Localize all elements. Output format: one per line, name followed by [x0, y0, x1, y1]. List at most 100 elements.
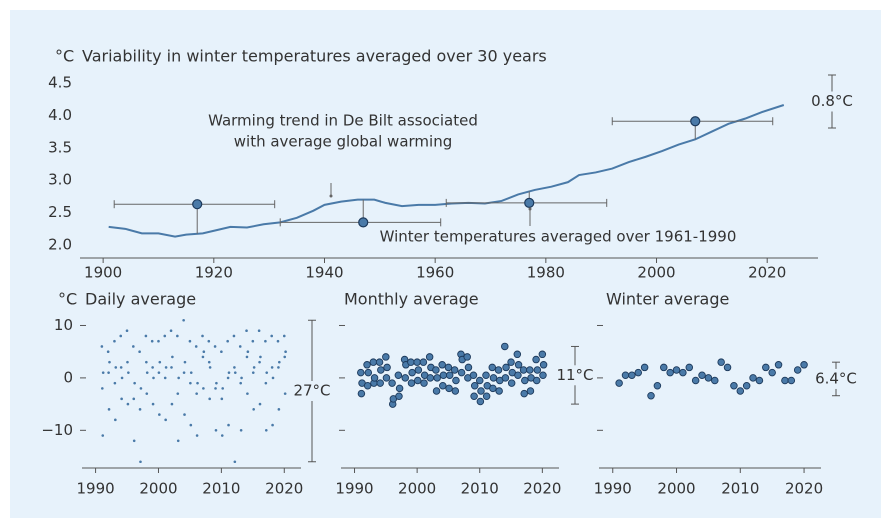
data-point: [666, 368, 674, 377]
panel-title: Daily average: [85, 290, 196, 309]
data-point: [730, 382, 738, 390]
data-point: [145, 360, 148, 364]
data-point: [232, 334, 236, 338]
data-point: [282, 334, 286, 338]
data-point: [251, 339, 255, 343]
x-tick-label: 2010: [202, 480, 240, 498]
panel-title: Winter average: [606, 290, 729, 309]
data-point: [195, 434, 199, 437]
data-point: [276, 339, 280, 343]
x-tick-label: 1990: [594, 480, 632, 498]
y-unit: °C: [58, 290, 77, 309]
data-point: [475, 376, 484, 385]
data-point: [514, 361, 523, 369]
range-label-bg: [809, 91, 855, 112]
data-point: [189, 371, 193, 374]
data-point: [101, 371, 105, 374]
data-point: [749, 374, 757, 382]
data-point: [270, 366, 274, 369]
data-point: [246, 350, 250, 353]
x-tick-label: 1940: [305, 264, 343, 282]
data-point: [278, 360, 281, 364]
data-point: [120, 397, 123, 401]
data-point: [207, 339, 211, 343]
data-point: [182, 371, 186, 374]
data-point: [615, 379, 623, 387]
data-point: [482, 371, 490, 380]
data-point: [215, 381, 218, 385]
data-point: [495, 387, 503, 395]
x-tick-label: 2010: [721, 480, 759, 498]
data-point: [685, 363, 694, 372]
data-point: [126, 360, 129, 364]
period-mean: [524, 197, 535, 208]
data-point: [723, 363, 732, 372]
data-point: [106, 350, 110, 353]
data-point: [672, 366, 681, 374]
data-point: [494, 366, 503, 374]
range-label-bg: [554, 365, 596, 386]
data-point: [375, 358, 384, 366]
data-point: [183, 413, 186, 416]
data-point: [781, 376, 789, 385]
annotation: Winter temperatures averaged over 1961-1…: [380, 228, 737, 246]
data-point: [277, 366, 280, 369]
data-point: [383, 363, 391, 372]
data-point: [539, 371, 547, 380]
data-point: [470, 382, 479, 390]
x-tick-label: 2020: [748, 264, 786, 282]
data-point: [220, 434, 224, 437]
data-point: [150, 339, 154, 343]
data-point: [413, 358, 421, 366]
data-point: [469, 371, 478, 380]
data-point: [113, 381, 117, 385]
x-tick-label: 2000: [139, 480, 177, 498]
data-point: [370, 374, 379, 382]
data-point: [158, 360, 162, 364]
data-point: [470, 392, 478, 400]
data-point: [501, 342, 509, 351]
data-point: [526, 366, 534, 374]
data-point: [793, 366, 802, 374]
y-tick-label: 2.0: [48, 236, 72, 254]
data-point: [742, 382, 751, 390]
data-point: [283, 392, 287, 395]
data-point: [419, 358, 428, 366]
data-point: [239, 381, 242, 385]
data-point: [787, 376, 796, 385]
data-point: [477, 387, 485, 395]
data-point: [157, 339, 160, 343]
data-point: [538, 350, 547, 359]
data-point: [164, 366, 168, 369]
data-point: [640, 363, 649, 372]
range-label-bg: [813, 368, 859, 389]
data-point: [238, 345, 242, 348]
data-point: [132, 397, 136, 401]
data-point: [188, 339, 192, 343]
data-point: [264, 429, 268, 432]
data-point: [489, 384, 497, 393]
data-point: [195, 392, 198, 395]
data-point: [519, 366, 528, 374]
data-point: [226, 376, 230, 380]
x-tick-label: 1960: [416, 264, 454, 282]
data-point: [533, 366, 542, 374]
data-point: [214, 387, 217, 390]
data-point: [401, 374, 409, 382]
panel-background: [10, 10, 881, 518]
data-point: [151, 366, 154, 369]
data-point: [539, 361, 548, 369]
data-point: [408, 368, 416, 377]
data-point: [277, 408, 281, 411]
x-tick-label: 2020: [523, 480, 561, 498]
data-point: [246, 392, 249, 395]
y-unit: °C: [55, 47, 74, 66]
data-point: [163, 376, 167, 380]
data-point: [258, 360, 261, 364]
data-point: [139, 460, 142, 464]
annotation: with average global warming: [234, 133, 452, 151]
data-point: [145, 392, 149, 395]
data-point: [227, 423, 230, 427]
y-tick-label: 0: [63, 368, 73, 386]
